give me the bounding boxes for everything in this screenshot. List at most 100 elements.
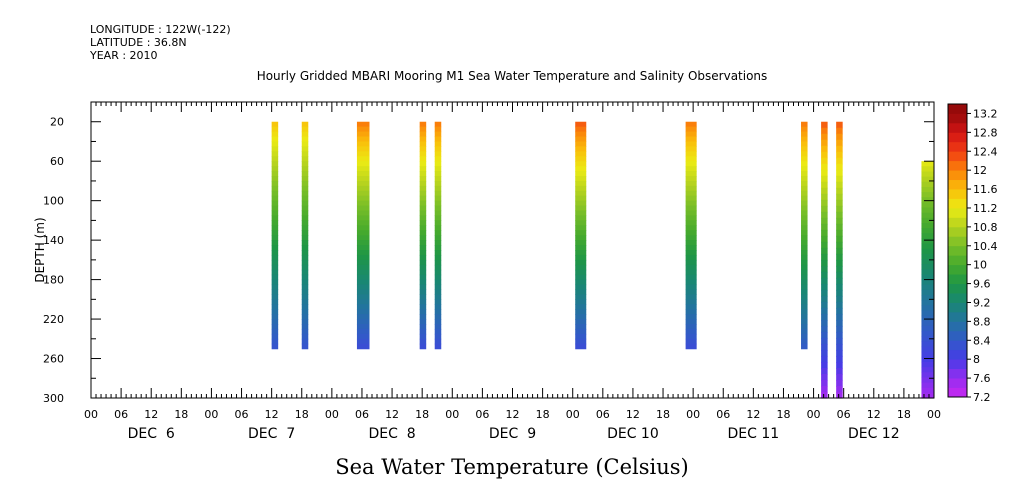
data-cell	[301, 324, 309, 330]
data-cell	[821, 331, 828, 339]
data-cell	[434, 210, 442, 217]
colorbar-swatch	[948, 198, 967, 209]
data-cell	[419, 304, 427, 310]
data-cell	[356, 328, 370, 335]
data-cell	[801, 304, 808, 310]
data-column-6	[575, 121, 587, 350]
data-cell	[836, 157, 843, 165]
data-cell	[801, 284, 808, 291]
data-cell	[821, 229, 828, 237]
data-cell	[801, 156, 808, 162]
data-cell	[271, 274, 279, 281]
data-cell	[575, 264, 587, 271]
data-column-2	[301, 121, 309, 350]
data-cell	[434, 259, 442, 266]
data-cell	[836, 271, 843, 279]
data-cell	[419, 220, 427, 226]
data-cell	[836, 253, 843, 261]
data-cell	[419, 166, 427, 172]
data-cell	[575, 328, 587, 335]
data-cell	[821, 277, 828, 285]
data-cell	[419, 319, 427, 325]
data-cell	[821, 385, 828, 393]
data-cell	[356, 151, 370, 157]
colorbar-swatch	[948, 179, 967, 190]
data-cell	[685, 220, 697, 226]
data-cell	[575, 250, 587, 256]
data-cell	[685, 225, 697, 231]
data-cell	[301, 319, 309, 325]
data-cell	[419, 289, 427, 295]
data-cell	[921, 351, 934, 358]
data-cell	[271, 220, 279, 226]
data-cell	[821, 265, 828, 273]
data-cell	[301, 151, 309, 157]
data-cell	[271, 254, 279, 261]
data-cell	[419, 151, 427, 157]
colorbar-swatch	[948, 226, 967, 237]
x-tick-label: 12	[385, 408, 399, 421]
x-tick-label: 18	[776, 408, 790, 421]
data-cell	[921, 253, 934, 260]
data-cell	[434, 200, 442, 207]
data-cell	[301, 240, 309, 246]
data-cell	[575, 230, 587, 236]
colorbar-swatch	[948, 330, 967, 341]
data-cell	[801, 289, 808, 295]
data-cell	[271, 299, 279, 305]
data-cell	[921, 315, 934, 322]
x-tick-label: 18	[295, 408, 309, 421]
data-cell	[301, 220, 309, 226]
data-cell	[821, 361, 828, 369]
data-cell	[434, 195, 442, 202]
data-cell	[434, 171, 442, 177]
data-cell	[801, 161, 808, 167]
data-column-10	[836, 121, 843, 399]
data-cell	[434, 299, 442, 305]
x-day-label: DEC 12	[848, 426, 900, 442]
data-cell	[685, 151, 697, 157]
plot-area: 20 60 100 140 180 220 260 300 00 06 12 18 00 06 12 18 00…	[43, 101, 941, 442]
x-tick-label: 18	[897, 408, 911, 421]
data-cell	[801, 279, 808, 286]
data-cell	[419, 333, 427, 340]
data-cell	[271, 136, 279, 143]
data-cell	[575, 289, 587, 295]
data-cell	[921, 289, 934, 296]
x-day-label: DEC 7	[248, 426, 295, 442]
data-cell	[836, 283, 843, 291]
data-cell	[836, 373, 843, 381]
data-cell	[921, 217, 934, 224]
data-cell	[836, 139, 843, 147]
data-cell	[821, 211, 828, 219]
data-column-11	[921, 161, 934, 399]
data-cell	[356, 279, 370, 286]
data-cell	[685, 126, 697, 133]
data-cell	[821, 193, 828, 201]
data-cell	[575, 210, 587, 217]
data-column-9	[821, 121, 828, 399]
x-tick-label: 06	[475, 408, 489, 421]
data-cell	[271, 185, 279, 192]
data-cell	[801, 294, 808, 300]
data-cell	[419, 240, 427, 246]
data-cell	[685, 171, 697, 177]
data-cell	[301, 343, 309, 350]
data-cell	[836, 259, 843, 267]
data-cell	[434, 151, 442, 157]
data-cell	[921, 392, 934, 399]
data-cell	[575, 245, 587, 251]
colorbar-swatch	[948, 141, 967, 152]
data-cell	[301, 180, 309, 187]
data-cell	[271, 250, 279, 256]
data-cell	[801, 309, 808, 315]
data-cell	[419, 250, 427, 256]
data-cell	[575, 180, 587, 187]
data-cell	[356, 333, 370, 340]
data-cell	[434, 254, 442, 261]
data-cell	[301, 245, 309, 251]
colorbar-swatch	[948, 104, 967, 114]
data-cell	[356, 121, 370, 128]
data-cell	[801, 264, 808, 271]
data-cell	[821, 181, 828, 189]
